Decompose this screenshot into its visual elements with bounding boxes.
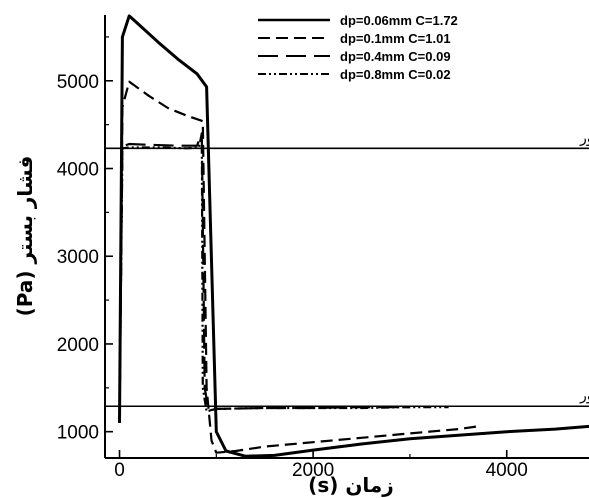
y-tick-label: 2000	[57, 335, 99, 356]
legend-label: dp=0.4mm C=0.09	[340, 49, 451, 64]
legend-label: dp=0.8mm C=0.02	[340, 67, 451, 82]
reference-line-label: فشار اواپراتور	[579, 388, 589, 404]
y-axis-ticks: 1000 2000 3000 4000 5000	[57, 36, 113, 444]
reference-labels: فشار کندانسور فشار اواپراتور	[579, 130, 589, 404]
series-line	[118, 132, 410, 423]
reference-lines	[105, 147, 589, 408]
legend-label: dp=0.06mm C=1.72	[340, 13, 458, 28]
x-axis-ticks: 0 2000 4000	[114, 450, 528, 481]
series-lines	[118, 14, 589, 458]
y-tick-label: 3000	[57, 247, 99, 268]
y-tick-label: 4000	[57, 160, 99, 181]
y-axis-title: فشار بستر (Pa)	[13, 156, 37, 317]
x-tick-label: 4000	[486, 460, 528, 481]
plot-area	[104, 15, 589, 459]
y-tick-label: 5000	[57, 72, 99, 93]
legend: dp=0.06mm C=1.72 dp=0.1mm C=1.01 dp=0.4mm …	[258, 13, 458, 82]
legend-label: dp=0.1mm C=1.01	[340, 31, 451, 46]
reference-line-label: فشار کندانسور	[579, 130, 589, 146]
x-tick-label: 2000	[292, 460, 334, 481]
series-line	[118, 132, 449, 423]
series-line	[118, 80, 478, 454]
x-axis-title: زمان (s)	[308, 473, 394, 497]
x-tick-label: 0	[114, 460, 125, 481]
y-tick-label: 1000	[57, 423, 99, 444]
series-line	[118, 14, 589, 458]
